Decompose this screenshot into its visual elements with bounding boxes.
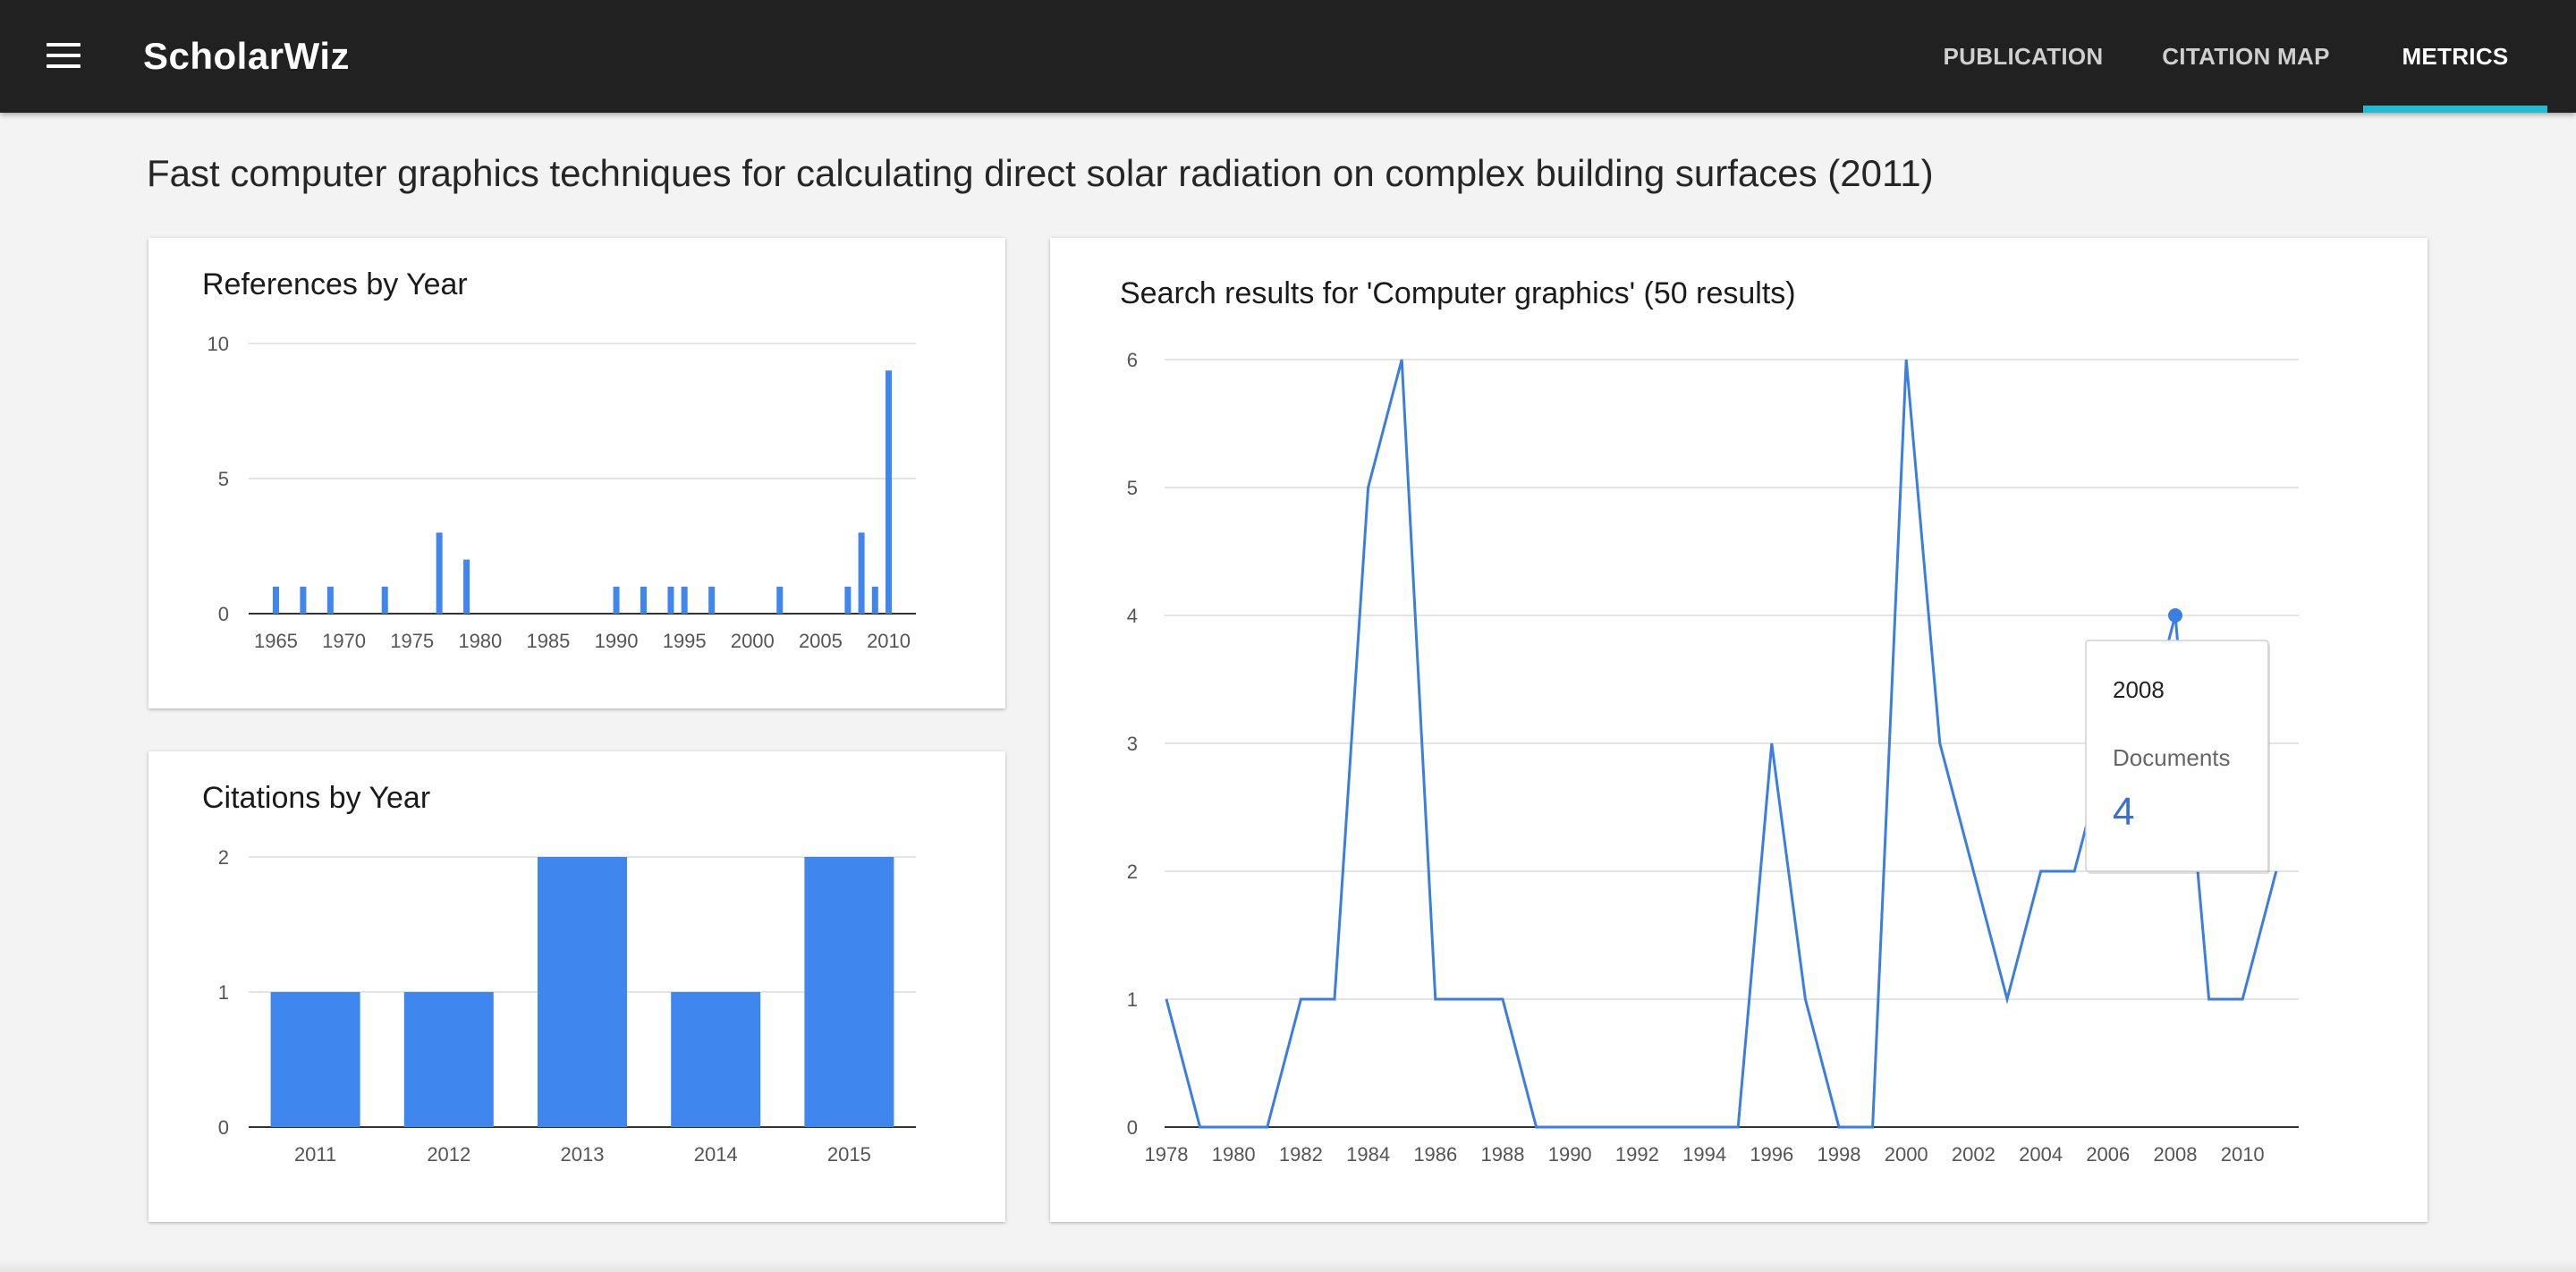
- y-tick-label: 6: [1127, 349, 1138, 371]
- x-tick-label: 2000: [731, 630, 775, 652]
- x-tick-label: 1965: [254, 630, 298, 652]
- x-tick-label: 2000: [1885, 1143, 1928, 1166]
- app-title[interactable]: ScholarWiz: [143, 35, 350, 77]
- x-tick-label: 1992: [1615, 1143, 1659, 1166]
- x-tick-label: 1996: [1750, 1143, 1793, 1166]
- x-tick-label: 1994: [1682, 1143, 1726, 1166]
- tooltip-year: 2008: [2113, 676, 2165, 703]
- bar: [436, 532, 443, 614]
- x-tick-label: 1975: [390, 630, 434, 652]
- x-tick-label: 1985: [526, 630, 570, 652]
- x-tick-label: 1998: [1818, 1143, 1861, 1166]
- x-tick-label: 1980: [458, 630, 502, 652]
- x-tick-label: 1990: [595, 630, 639, 652]
- page-bottom-edge: [0, 1259, 2576, 1272]
- bar: [270, 992, 360, 1127]
- tooltip: [2085, 640, 2269, 872]
- page-title: Fast computer graphics techniques for ca…: [147, 152, 1934, 194]
- citations-card: Citations by Year 0 1 2 2011 2012 2013 2014 201…: [148, 751, 1005, 1222]
- citations-card-title: Citations by Year: [202, 781, 431, 815]
- bar: [326, 586, 334, 614]
- references-chart: 0 5 10 1965 1970 1975 1980 1985 1990 1995 2000 2005…: [208, 333, 916, 652]
- bar: [381, 586, 388, 614]
- bar: [300, 586, 307, 614]
- bar: [613, 586, 620, 614]
- search-results-chart: 0 1 2 3 4 5 6 1978 1980 1982 1984 1986 1988 1990 1992 1…: [1127, 349, 2299, 1166]
- top-app-bar: ScholarWiz PUBLICATION CITATION MAP METR…: [0, 0, 2576, 113]
- y-tick-label: 1: [218, 981, 229, 1004]
- y-tick-label: 5: [218, 468, 229, 490]
- x-tick-label: 2012: [427, 1143, 470, 1166]
- bar: [844, 586, 852, 614]
- bar: [886, 370, 893, 614]
- search-results-card: Search results for 'Computer graphics' (…: [1050, 238, 2428, 1222]
- bar: [776, 586, 784, 614]
- highlight-point: [2168, 608, 2182, 623]
- tooltip-value: 4: [2113, 790, 2134, 834]
- x-tick-label: 2010: [867, 630, 911, 652]
- hamburger-menu-icon[interactable]: [47, 43, 80, 70]
- bar: [403, 992, 494, 1127]
- tab-metrics[interactable]: METRICS: [2363, 0, 2547, 113]
- y-tick-label: 5: [1127, 477, 1138, 499]
- x-tick-label: 1982: [1279, 1143, 1323, 1166]
- x-tick-label: 2011: [294, 1143, 336, 1166]
- bar: [667, 586, 674, 614]
- y-tick-label: 2: [1127, 861, 1138, 883]
- search-results-card-title: Search results for 'Computer graphics' (…: [1120, 276, 1796, 310]
- x-tick-label: 1980: [1212, 1143, 1256, 1166]
- x-tick-label: 2014: [694, 1143, 738, 1166]
- x-tick-label: 2013: [561, 1143, 605, 1166]
- y-tick-label: 10: [208, 333, 229, 355]
- bar: [671, 992, 761, 1127]
- x-tick-label: 1988: [1481, 1143, 1525, 1166]
- tooltip-label: Documents: [2113, 744, 2231, 771]
- bar: [804, 857, 894, 1127]
- x-tick-label: 2015: [827, 1143, 871, 1166]
- bar: [858, 532, 865, 614]
- x-tick-label: 2008: [2154, 1143, 2198, 1166]
- y-tick-label: 0: [218, 1116, 229, 1139]
- y-tick-label: 0: [218, 603, 229, 625]
- x-tick-label: 2005: [799, 630, 843, 652]
- tab-publication[interactable]: PUBLICATION: [1943, 42, 2104, 70]
- x-tick-label: 1986: [1413, 1143, 1457, 1166]
- x-tick-label: 2004: [2019, 1143, 2063, 1166]
- bar: [640, 586, 648, 614]
- x-tick-label: 1984: [1346, 1143, 1390, 1166]
- x-tick-label: 1990: [1548, 1143, 1592, 1166]
- y-tick-label: 1: [1127, 988, 1138, 1011]
- y-tick-label: 4: [1127, 605, 1138, 627]
- y-tick-label: 3: [1127, 733, 1138, 755]
- bar: [538, 857, 627, 1127]
- bar: [681, 586, 688, 614]
- y-tick-label: 0: [1127, 1116, 1138, 1139]
- x-tick-label: 2002: [1952, 1143, 1996, 1166]
- y-tick-label: 2: [218, 846, 229, 869]
- x-tick-label: 1978: [1145, 1143, 1189, 1166]
- bar: [272, 586, 279, 614]
- bar: [708, 586, 716, 614]
- x-tick-label: 1970: [322, 630, 366, 652]
- tab-citation-map[interactable]: CITATION MAP: [2162, 42, 2330, 70]
- bar: [463, 559, 470, 614]
- references-card-title: References by Year: [202, 267, 468, 301]
- x-tick-label: 2010: [2221, 1143, 2265, 1166]
- x-tick-label: 1995: [663, 630, 707, 652]
- citations-chart: 0 1 2 2011 2012 2013 2014 2015: [218, 846, 916, 1166]
- references-card: References by Year 0 5 10 1965 1970 1975 1980 1…: [148, 238, 1005, 708]
- bar: [871, 586, 878, 614]
- x-tick-label: 2006: [2086, 1143, 2130, 1166]
